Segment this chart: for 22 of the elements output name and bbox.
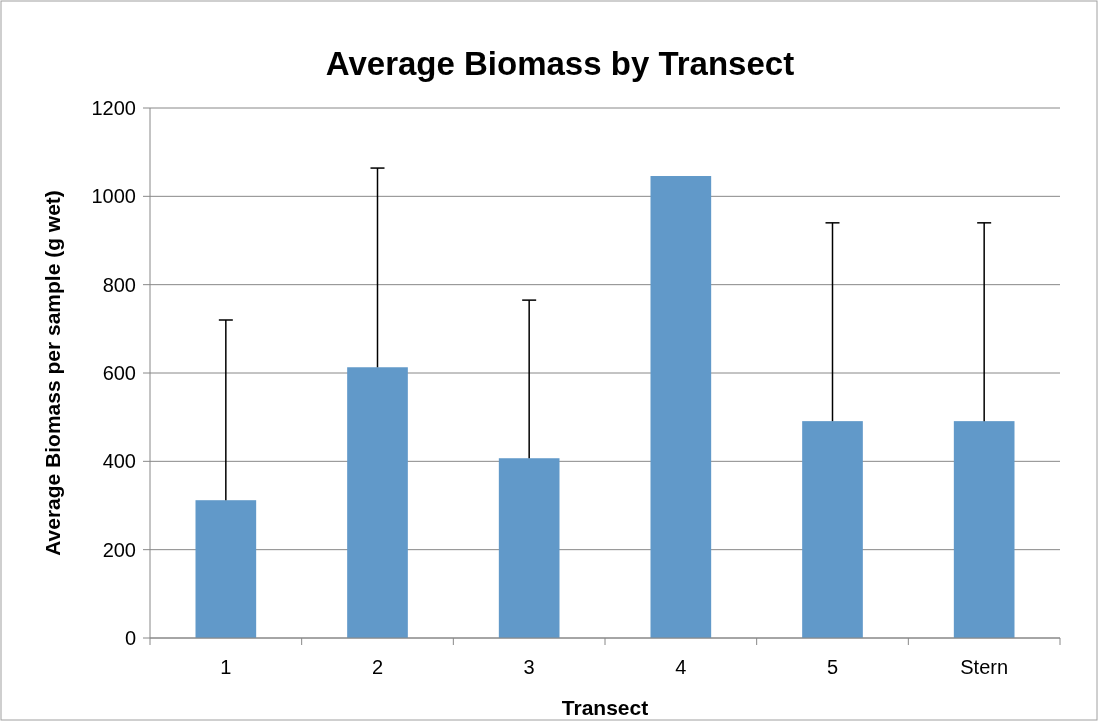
y-tick-label: 200 xyxy=(102,538,136,561)
x-tick-label: 2 xyxy=(371,656,384,678)
bar xyxy=(195,500,257,638)
y-tick-label: 600 xyxy=(102,362,136,384)
y-tick-label: 1000 xyxy=(91,185,136,208)
bar xyxy=(650,176,712,638)
bar xyxy=(953,421,1015,638)
x-tick-label: 5 xyxy=(826,656,839,678)
x-tick-label: 1 xyxy=(220,656,232,678)
x-tick-label: 4 xyxy=(675,656,687,678)
y-tick-label: 400 xyxy=(102,450,136,473)
bar xyxy=(498,458,560,638)
y-tick-label: 800 xyxy=(102,273,136,296)
y-axis-title: Average Biomass per sample (g wet) xyxy=(41,190,64,556)
y-tick-label: 1200 xyxy=(91,97,136,119)
bar xyxy=(347,367,408,638)
x-tick-label: 3 xyxy=(523,656,535,678)
y-tick-label: 0 xyxy=(124,627,136,649)
chart-title: Average Biomass by Transect xyxy=(325,45,795,82)
x-axis-title: Transect xyxy=(561,696,649,719)
bar xyxy=(802,421,863,638)
x-tick-label: Stern xyxy=(960,656,1009,678)
